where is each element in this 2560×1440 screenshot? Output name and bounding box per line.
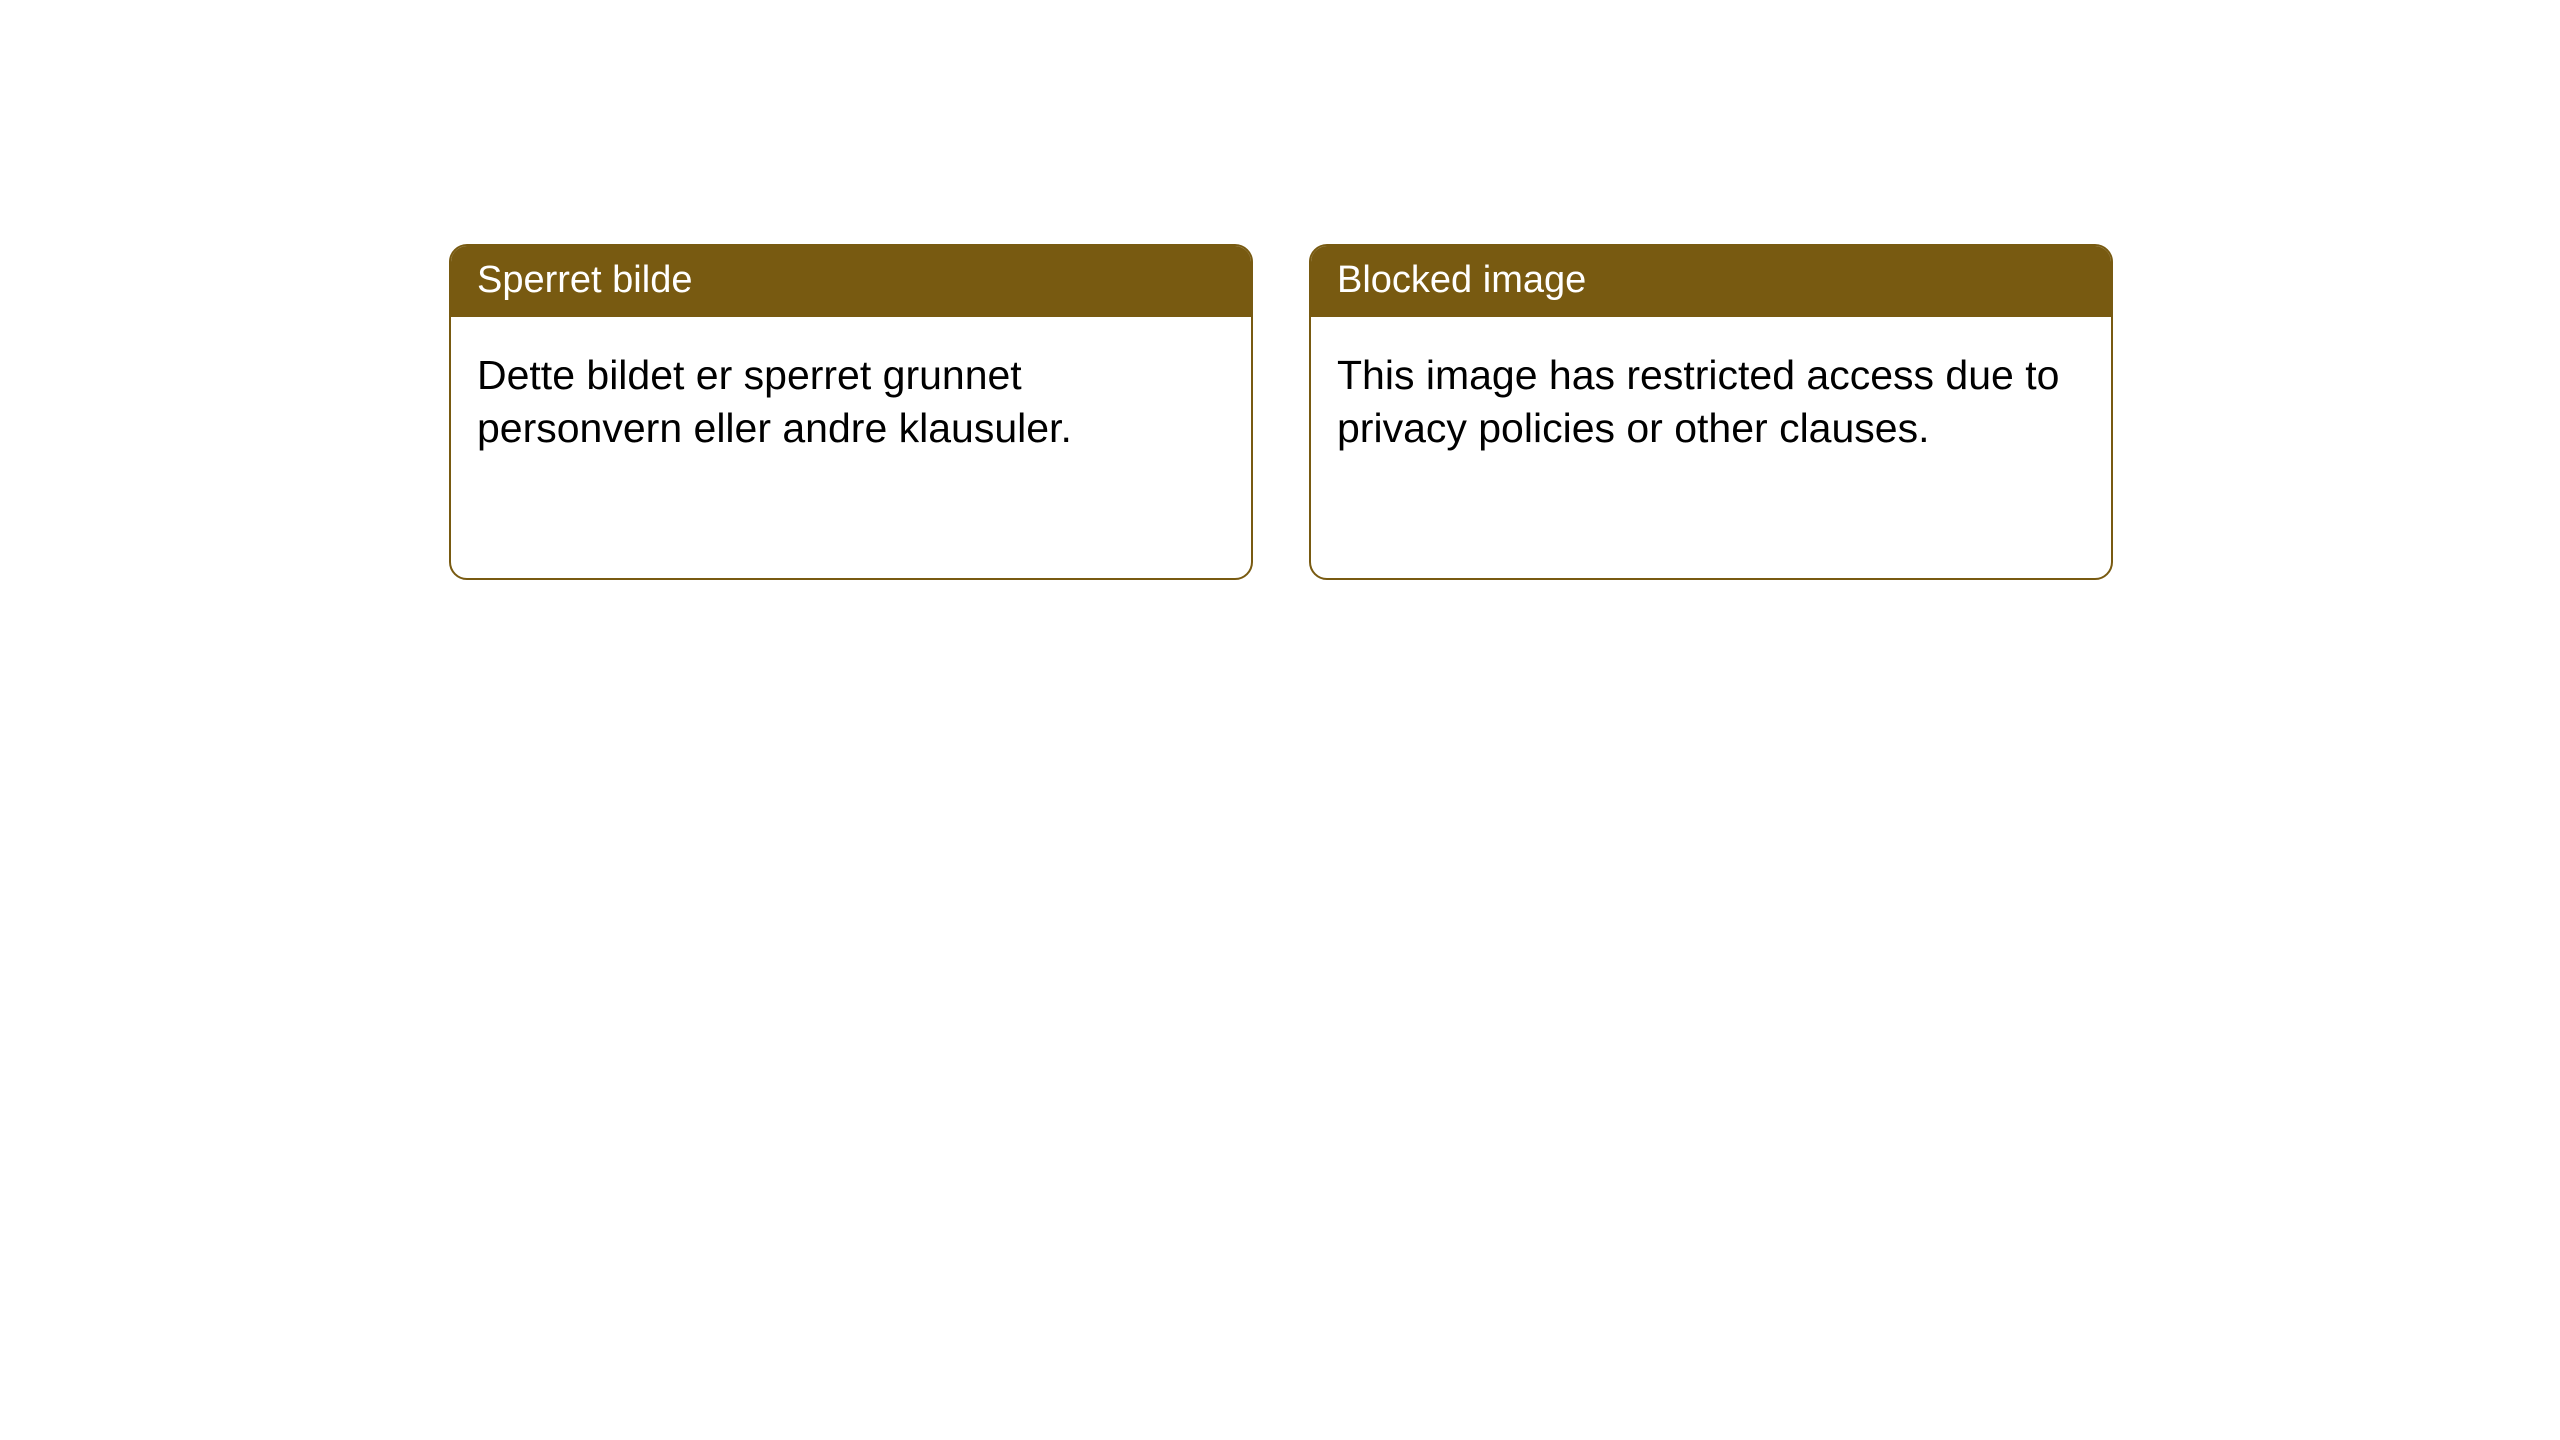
notice-card-norwegian: Sperret bilde Dette bildet er sperret gr… — [449, 244, 1253, 580]
notice-container: Sperret bilde Dette bildet er sperret gr… — [0, 0, 2560, 580]
notice-body-english: This image has restricted access due to … — [1311, 317, 2111, 480]
notice-title-norwegian: Sperret bilde — [451, 246, 1251, 317]
notice-body-norwegian: Dette bildet er sperret grunnet personve… — [451, 317, 1251, 480]
notice-title-english: Blocked image — [1311, 246, 2111, 317]
notice-card-english: Blocked image This image has restricted … — [1309, 244, 2113, 580]
